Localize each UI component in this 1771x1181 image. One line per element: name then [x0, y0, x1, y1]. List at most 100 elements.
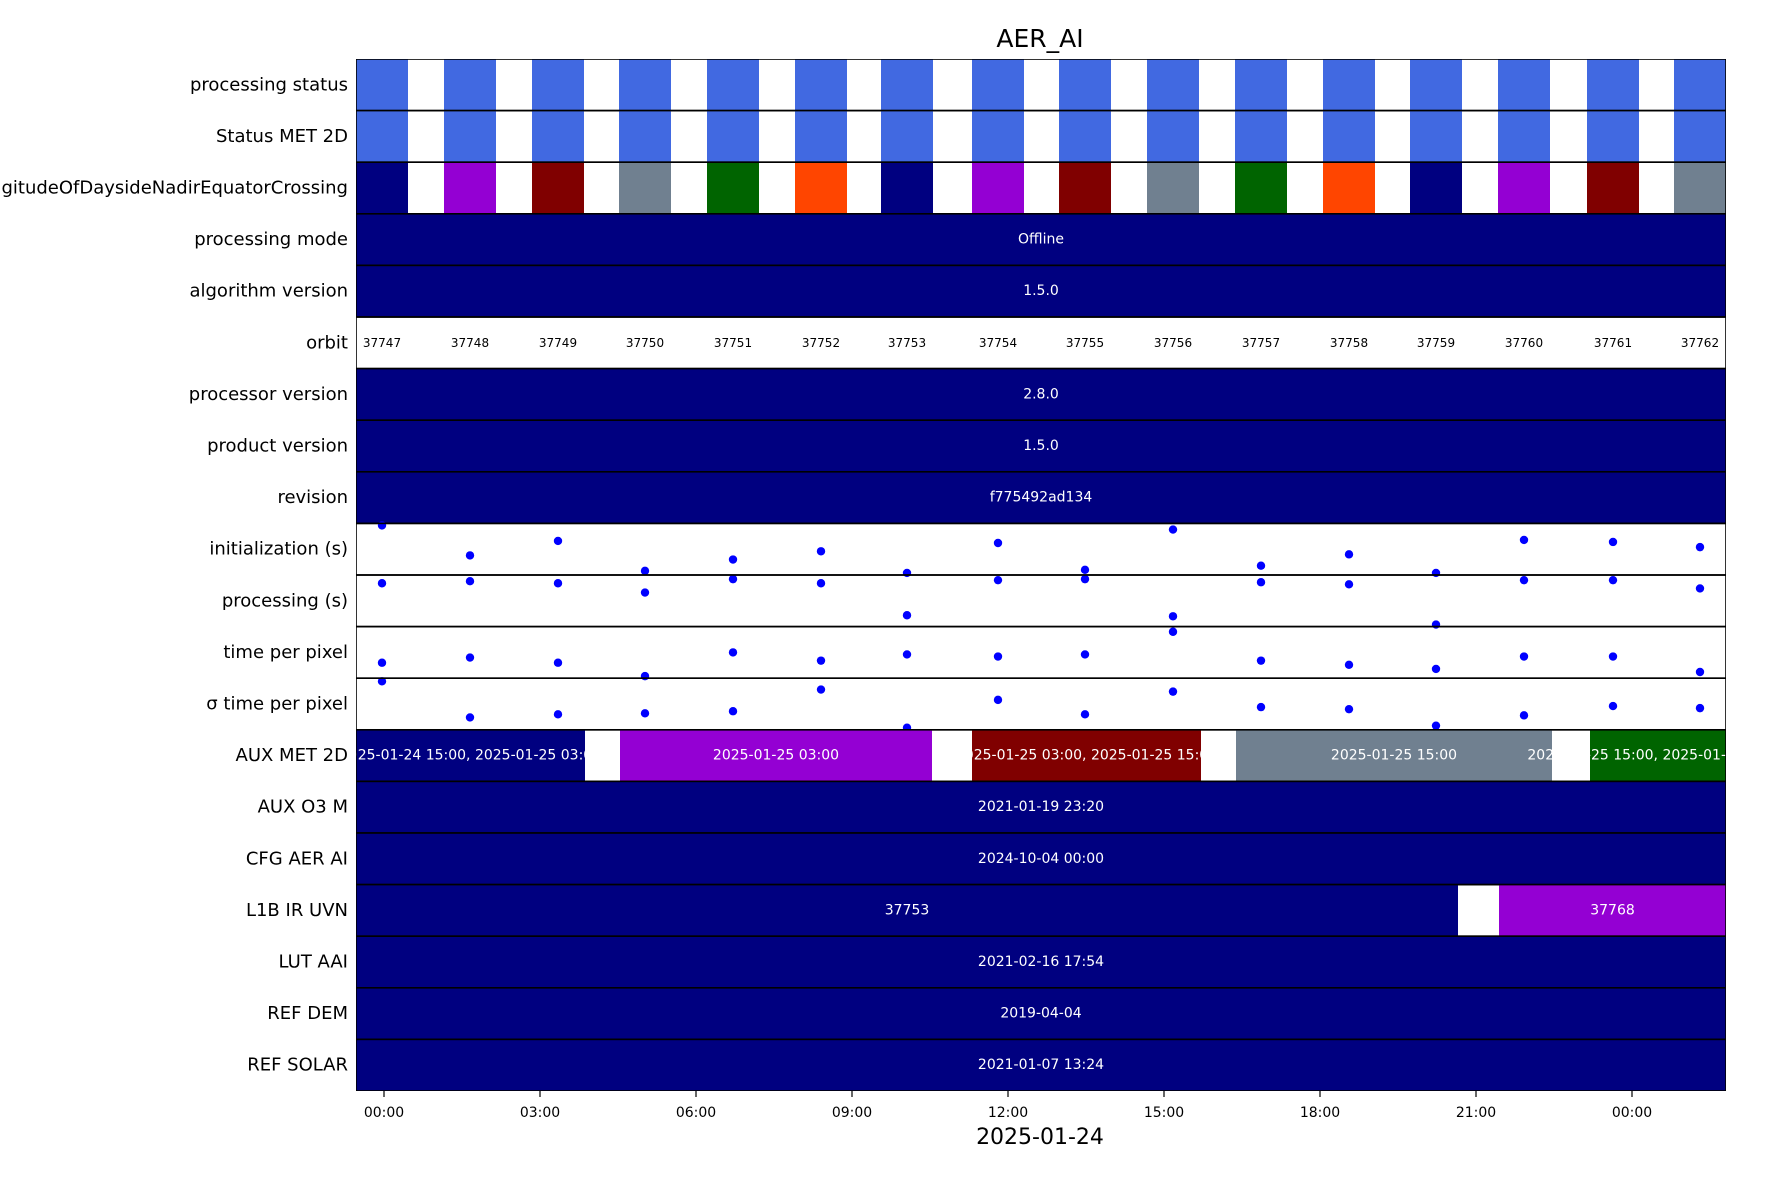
data-point — [1168, 525, 1178, 534]
data-point — [1080, 565, 1090, 575]
row-3: Offline — [356, 213, 1726, 267]
status-bar — [532, 110, 584, 163]
status-bar — [1323, 59, 1375, 111]
status-bar — [1059, 110, 1111, 163]
row-frame — [356, 522, 1726, 576]
longitude-bar — [795, 162, 847, 214]
status-bar — [1674, 59, 1726, 111]
status-bar — [881, 59, 933, 111]
data-point — [1256, 656, 1266, 665]
span-bar — [356, 987, 1726, 1040]
row-label: CFG AER AI — [246, 848, 348, 869]
orbit-label: 37762 — [1681, 336, 1719, 350]
data-point — [816, 656, 826, 665]
row-7: 1.5.0 — [356, 419, 1726, 473]
row-6: 2.8.0 — [356, 367, 1726, 422]
data-point — [640, 566, 650, 576]
status-bar — [619, 59, 671, 111]
orbit-label: 37752 — [802, 336, 840, 350]
x-tick-label: 00:00 — [1612, 1105, 1652, 1121]
span-label: 2021-01-19 23:20 — [978, 799, 1104, 815]
data-point — [728, 707, 738, 716]
data-point — [1608, 575, 1618, 585]
status-bar — [881, 110, 933, 163]
data-point — [553, 579, 563, 588]
longitude-bar — [1587, 162, 1639, 214]
data-point — [816, 685, 826, 694]
orbit-label: 37751 — [714, 336, 752, 350]
status-bar — [1235, 110, 1287, 163]
data-point — [993, 575, 1003, 585]
data-point — [1080, 710, 1090, 719]
longitude-bar — [619, 162, 671, 214]
row-label: initialization (s) — [209, 539, 348, 560]
row-11 — [356, 625, 1726, 681]
row-label: AUX O3 M — [258, 797, 348, 818]
orbit-label: 37758 — [1330, 336, 1368, 350]
data-point — [553, 658, 563, 667]
longitude-bar — [1498, 162, 1550, 214]
data-point — [1519, 652, 1529, 661]
data-point — [553, 536, 563, 546]
aux-segment-label: 2025-01-25 15:00 — [1331, 748, 1457, 764]
row-8: f775492ad134 — [356, 470, 1726, 525]
status-bar — [1587, 110, 1639, 163]
data-point — [377, 658, 387, 667]
x-axis-label: 2025-01-24 — [976, 1125, 1104, 1150]
span-bar — [356, 1039, 1726, 1091]
data-point — [993, 652, 1003, 661]
row-16: 37753 37768 — [356, 883, 1726, 937]
data-point — [728, 648, 738, 657]
data-point — [1608, 701, 1618, 711]
span-bar — [356, 265, 1726, 317]
data-point — [1519, 575, 1529, 585]
span-label: Offline — [1018, 232, 1064, 248]
row-14: 2021-01-19 23:20 — [356, 780, 1726, 834]
span-bar — [356, 420, 1726, 472]
row-4: 1.5.0 — [356, 264, 1726, 318]
longitude-bar — [356, 162, 408, 214]
row-label: L1B IR UVN — [246, 900, 348, 921]
data-point — [1080, 574, 1090, 584]
data-point — [1695, 667, 1705, 677]
data-point — [1256, 561, 1266, 570]
longitude-bar — [972, 162, 1024, 214]
data-point — [1344, 550, 1354, 559]
aux-segment — [620, 729, 932, 782]
data-point — [1519, 535, 1529, 545]
data-point — [1168, 627, 1178, 636]
orbit-label: 37753 — [888, 336, 926, 350]
data-point — [1168, 687, 1178, 696]
x-tick-label: 15:00 — [1144, 1105, 1184, 1121]
x-tick-label: 21:00 — [1456, 1105, 1496, 1121]
status-bar — [444, 110, 496, 163]
row-label: processing mode — [194, 229, 348, 250]
status-bar — [619, 110, 671, 163]
row-frame — [356, 677, 1726, 731]
status-bar — [707, 59, 759, 111]
data-point — [1431, 568, 1441, 578]
longitude-bar — [707, 162, 759, 214]
row-label: processing (s) — [222, 590, 348, 611]
longitude-bar — [1147, 162, 1199, 214]
status-bar — [1147, 59, 1199, 111]
data-point — [816, 579, 826, 588]
status-bar — [356, 59, 408, 111]
row-5: 37747 37748 37749 37750 37751 37752 37753 37754… — [356, 316, 1726, 370]
span-label: 2.8.0 — [1023, 386, 1059, 402]
data-point — [993, 538, 1003, 548]
data-point — [1519, 711, 1529, 720]
row-label: LUT AAI — [279, 952, 348, 973]
row-label: REF SOLAR — [247, 1055, 348, 1076]
longitude-bar — [881, 162, 933, 214]
data-point — [1080, 650, 1090, 659]
row-frame — [356, 625, 1726, 679]
row-9 — [356, 521, 1726, 578]
row-0 — [356, 59, 1726, 112]
status-bar — [1587, 59, 1639, 111]
aux-segment — [356, 729, 585, 782]
chart-title: AER_AI — [996, 24, 1083, 53]
data-point — [902, 568, 912, 578]
aux-segment — [1236, 729, 1552, 782]
status-bar — [1410, 59, 1462, 111]
